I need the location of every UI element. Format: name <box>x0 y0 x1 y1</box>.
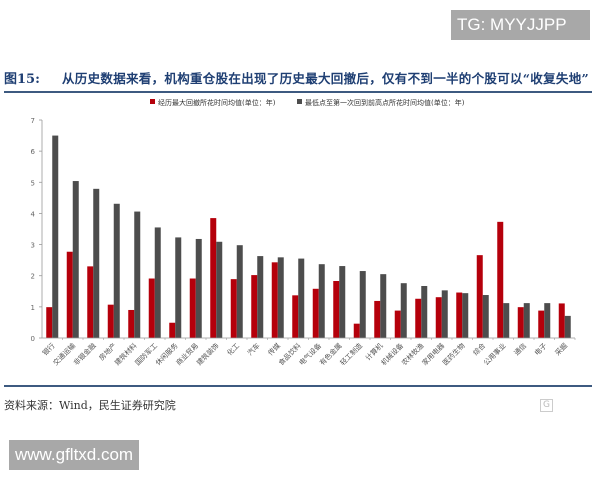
bar-series-2-商业贸易 <box>195 238 202 338</box>
bar-series-1-通信 <box>517 307 524 338</box>
x-tick-label: 电子 <box>532 341 548 357</box>
x-tick-label: 通信 <box>512 341 528 357</box>
bar-series-1-非银金融 <box>87 266 94 338</box>
bar-series-1-农林牧渔 <box>415 298 422 338</box>
bar-series-1-综合 <box>476 255 483 338</box>
bar-series-2-家用电器 <box>441 290 448 338</box>
bar-series-2-建筑装饰 <box>216 241 223 338</box>
y-tick-label: 7 <box>31 117 35 125</box>
x-tick-label: 公用事业 <box>482 341 508 367</box>
y-tick-label: 2 <box>31 273 35 281</box>
bar-series-2-农林牧渔 <box>421 285 428 338</box>
bar-series-1-公用事业 <box>497 221 504 338</box>
bar-series-2-汽车 <box>257 256 264 338</box>
bar-series-1-家用电器 <box>435 297 442 338</box>
x-tick-label: 综合 <box>471 341 487 357</box>
bar-series-1-采掘 <box>558 303 565 338</box>
bar-series-1-传媒 <box>271 262 278 338</box>
bar-series-1-计算机 <box>374 300 381 338</box>
bar-series-1-商业贸易 <box>189 278 196 338</box>
bar-series-2-电子 <box>544 303 551 338</box>
bar-series-2-计算机 <box>380 274 387 338</box>
bar-series-1-轻工制造 <box>353 323 360 338</box>
x-tick-label: 传媒 <box>266 341 282 357</box>
x-tick-label: 汽车 <box>245 341 261 357</box>
bar-series-2-有色金属 <box>339 266 346 338</box>
bar-series-2-银行 <box>52 135 59 338</box>
x-tick-label: 轻工制造 <box>338 341 364 367</box>
bar-series-1-交通运输 <box>66 251 73 338</box>
title-rule <box>4 91 592 93</box>
watermark-top: TG: MYYJJPP <box>451 10 590 40</box>
legend: 经历最大回撤所花时间均值(单位：年) 最低点至第一次回到前高点所花时间均值(单位… <box>150 98 465 107</box>
bars <box>46 135 571 338</box>
bar-series-1-化工 <box>230 279 237 338</box>
bar-series-2-国防军工 <box>154 227 161 338</box>
x-tick-label: 医药生物 <box>441 341 467 367</box>
figure-title: 从历史数据来看，机构重仓股在出现了历史最大回撤后，仅有不到一半的个股可以“收复失… <box>62 71 589 86</box>
bar-series-2-建筑材料 <box>134 211 141 338</box>
bar-series-1-汽车 <box>251 275 258 338</box>
bar-series-2-公用事业 <box>503 303 510 338</box>
y-axis: 0 1 2 3 4 5 6 7 <box>31 117 43 343</box>
bar-series-1-建筑材料 <box>128 309 135 338</box>
bar-series-1-医药生物 <box>456 292 463 338</box>
legend-label-series-1: 经历最大回撤所花时间均值(单位：年) <box>158 98 276 107</box>
x-tick-label: 银行 <box>40 341 56 357</box>
logo: G <box>540 399 553 412</box>
y-tick-label: 6 <box>31 148 36 156</box>
y-tick-label: 1 <box>31 304 35 312</box>
bar-series-2-医药生物 <box>462 293 469 338</box>
y-tick-label: 3 <box>31 242 35 250</box>
bar-series-1-建筑装饰 <box>210 218 217 338</box>
bar-series-1-房地产 <box>107 304 114 338</box>
bar-chart: 经历最大回撤所花时间均值(单位：年) 最低点至第一次回到前高点所花时间均值(单位… <box>31 98 576 367</box>
bar-series-2-综合 <box>482 295 489 338</box>
legend-swatch-series-1 <box>150 99 155 104</box>
y-tick-label: 5 <box>31 179 35 187</box>
bar-series-2-房地产 <box>113 203 120 338</box>
figure-label: 图15: <box>4 72 40 87</box>
legend-swatch-series-2 <box>297 99 302 104</box>
bar-series-1-休闲服务 <box>169 322 176 338</box>
bar-series-2-化工 <box>236 245 243 338</box>
bar-series-2-机械设备 <box>400 283 407 338</box>
bar-series-2-交通运输 <box>72 181 79 338</box>
bar-series-1-电气设备 <box>312 288 319 338</box>
source-note: 资料来源：Wind，民生证券研究院 <box>4 399 176 412</box>
bar-series-2-轻工制造 <box>359 271 366 338</box>
bar-series-2-休闲服务 <box>175 237 182 338</box>
x-tick-label: 采掘 <box>553 341 569 357</box>
bar-series-2-电气设备 <box>318 264 325 338</box>
x-tick-label: 非银金融 <box>72 341 98 367</box>
y-tick-label: 0 <box>31 335 35 343</box>
x-tick-label: 建筑装饰 <box>195 341 221 367</box>
bar-series-2-采掘 <box>564 315 571 338</box>
bar-series-1-银行 <box>46 307 53 338</box>
bar-series-1-国防军工 <box>148 278 155 338</box>
bar-series-1-机械设备 <box>394 310 401 338</box>
bar-series-1-有色金属 <box>333 281 340 338</box>
bar-series-2-传媒 <box>277 257 284 338</box>
legend-label-series-2: 最低点至第一次回到前高点所花时间均值(单位：年) <box>305 98 465 107</box>
bar-series-2-非银金融 <box>93 188 100 338</box>
bar-series-2-通信 <box>523 303 530 338</box>
bar-series-2-食品饮料 <box>298 258 305 338</box>
bottom-rule <box>4 385 592 387</box>
y-tick-label: 4 <box>31 210 36 218</box>
bar-series-1-电子 <box>538 310 545 338</box>
x-tick-label: 化工 <box>225 341 241 357</box>
bar-series-1-食品饮料 <box>292 295 299 338</box>
watermark-bottom: www.gfltxd.com <box>9 440 139 470</box>
